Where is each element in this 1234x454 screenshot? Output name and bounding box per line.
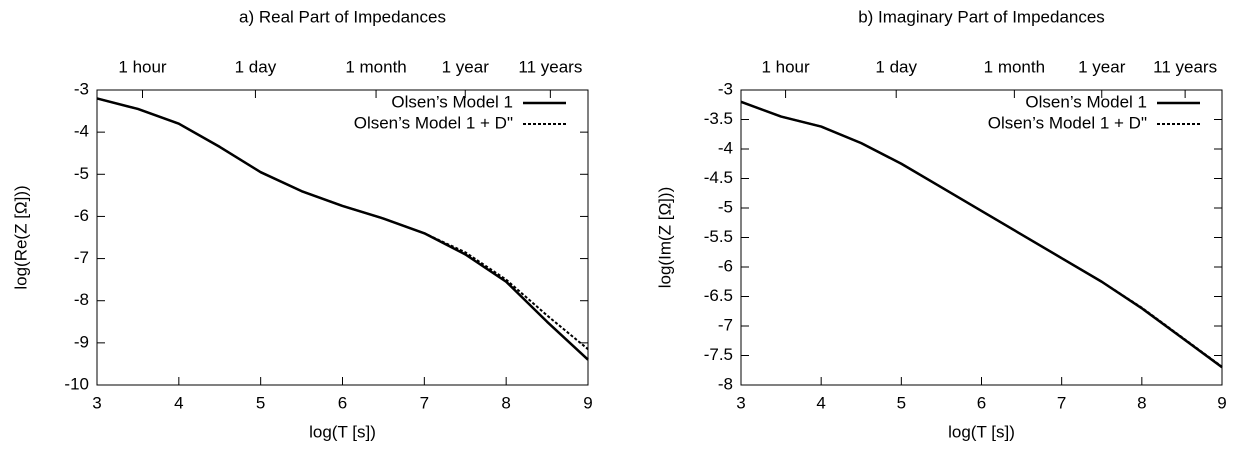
x-tick-label: 8 [501,393,510,412]
x2-tick-label: 1 year [1078,57,1126,76]
y-tick-label: -5 [718,197,733,216]
x-axis-label: log(T [s]) [948,422,1015,441]
x-tick-label: 3 [736,393,745,412]
y-tick-label: -9 [74,332,89,351]
x2-tick-label: 1 day [235,57,277,76]
chart-title: a) Real Part of Impedances [239,7,446,26]
y-tick-label: -4.5 [704,168,733,187]
y-tick-label: -3 [74,79,89,98]
x-tick-label: 9 [583,393,592,412]
x2-tick-label: 11 years [518,57,582,76]
x2-tick-label: 11 years [1153,57,1217,76]
y-axis-label: log(Re(Z [Ω])) [11,185,30,289]
y-tick-label: -6 [74,206,89,225]
x-tick-label: 5 [256,393,265,412]
legend-label: Olsen’s Model 1 + D" [988,113,1147,132]
x2-tick-label: 1 hour [761,57,810,76]
y-tick-label: -5 [74,164,89,183]
x-axis-label: log(T [s]) [309,422,376,441]
y-tick-label: -6.5 [704,286,733,305]
x-tick-label: 6 [338,393,347,412]
x-tick-label: 6 [977,393,986,412]
series-line [96,97,589,350]
plot-frame [96,89,589,386]
legend-label: Olsen’s Model 1 + D" [354,113,513,132]
x-tick-label: 9 [1217,393,1226,412]
y-tick-label: -5.5 [704,227,733,246]
y-tick-label: -10 [64,374,89,393]
x-tick-label: 4 [174,393,183,412]
y-tick-label: -3.5 [704,109,733,128]
y-tick-label: -6 [718,256,733,275]
y-tick-label: -8 [74,290,89,309]
y-tick-label: -3 [718,79,733,98]
y-axis-label: log(Im(Z [Ω])) [655,187,674,288]
x-tick-label: 5 [897,393,906,412]
x-tick-label: 8 [1137,393,1146,412]
y-tick-label: -7 [74,248,89,267]
series-line [740,100,1223,369]
x-tick-label: 4 [816,393,825,412]
x2-tick-label: 1 year [442,57,490,76]
chart-title: b) Imaginary Part of Impedances [858,7,1105,26]
x2-tick-label: 1 month [984,57,1045,76]
x-tick-label: 3 [92,393,101,412]
x-tick-label: 7 [1057,393,1066,412]
legend-label: Olsen’s Model 1 [391,92,513,111]
x2-tick-label: 1 month [345,57,406,76]
x-tick-label: 7 [420,393,429,412]
y-tick-label: -4 [74,122,89,141]
x2-tick-label: 1 hour [118,57,167,76]
y-tick-label: -7.5 [704,345,733,364]
legend-label: Olsen’s Model 1 [1025,92,1147,111]
series-line [740,100,1223,368]
y-tick-label: -7 [718,315,733,334]
plot-frame [740,89,1223,386]
y-tick-label: -4 [718,138,733,157]
series-line [96,97,589,361]
y-tick-label: -8 [718,374,733,393]
x2-tick-label: 1 day [875,57,917,76]
